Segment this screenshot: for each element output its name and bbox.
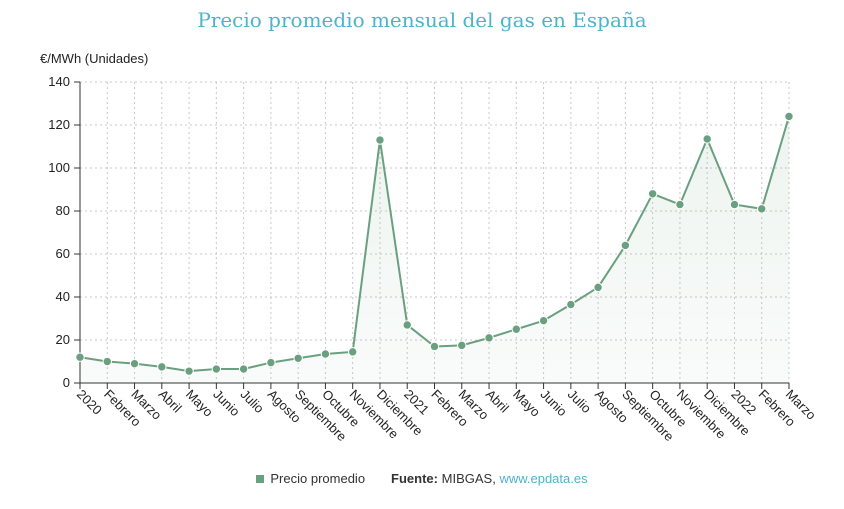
y-tick-label: 40 xyxy=(56,289,70,304)
y-tick-label: 20 xyxy=(56,332,70,347)
data-point xyxy=(129,358,140,369)
x-tick-label: Junio xyxy=(537,387,570,420)
legend: Precio promedio Fuente: MIBGAS, www.epdat… xyxy=(0,471,844,486)
data-point xyxy=(238,364,249,374)
data-point xyxy=(620,240,631,251)
data-point xyxy=(784,111,794,122)
data-point xyxy=(675,199,685,210)
data-point xyxy=(484,333,494,343)
y-tick-label: 100 xyxy=(48,160,70,175)
data-point xyxy=(347,347,358,357)
x-tick-label: Mayo xyxy=(183,387,216,420)
series-area xyxy=(80,116,789,384)
x-tick-label: Julio xyxy=(237,387,267,417)
chart-title: Precio promedio mensual del gas en Españ… xyxy=(197,8,647,32)
data-point xyxy=(184,366,194,376)
data-point xyxy=(75,352,85,362)
x-tick-label: 2020 xyxy=(74,387,105,418)
data-point xyxy=(293,353,303,363)
data-point xyxy=(157,362,167,372)
data-point xyxy=(320,349,331,359)
data-point xyxy=(375,135,385,145)
data-point xyxy=(538,315,549,326)
data-point xyxy=(702,134,712,144)
data-point xyxy=(429,341,440,352)
data-point xyxy=(457,340,467,351)
data-point xyxy=(647,189,658,199)
x-tick-label: Junio xyxy=(210,387,243,420)
y-tick-label: 0 xyxy=(63,375,70,390)
source-label: Fuente: xyxy=(391,471,438,486)
data-point xyxy=(566,299,576,310)
source-link[interactable]: www.epdata.es xyxy=(499,471,588,486)
x-tick-label: Mayo xyxy=(510,387,543,420)
data-point xyxy=(511,324,522,334)
data-point xyxy=(402,320,412,330)
y-tick-label: 140 xyxy=(48,74,70,89)
data-point xyxy=(211,364,222,374)
data-point xyxy=(729,199,740,210)
data-point xyxy=(757,204,767,214)
y-tick-label: 80 xyxy=(56,203,70,218)
data-point xyxy=(593,282,603,293)
y-tick-label: 60 xyxy=(56,246,70,261)
data-point xyxy=(102,356,112,367)
x-tick-label: Julio xyxy=(565,387,595,417)
legend-series-label: Precio promedio xyxy=(270,471,366,486)
y-axis-label: €/MWh (Unidades) xyxy=(40,51,149,66)
y-tick-label: 120 xyxy=(48,117,70,132)
source-name: MIBGAS, xyxy=(441,471,496,486)
data-point xyxy=(266,357,276,368)
legend-swatch xyxy=(256,475,265,483)
